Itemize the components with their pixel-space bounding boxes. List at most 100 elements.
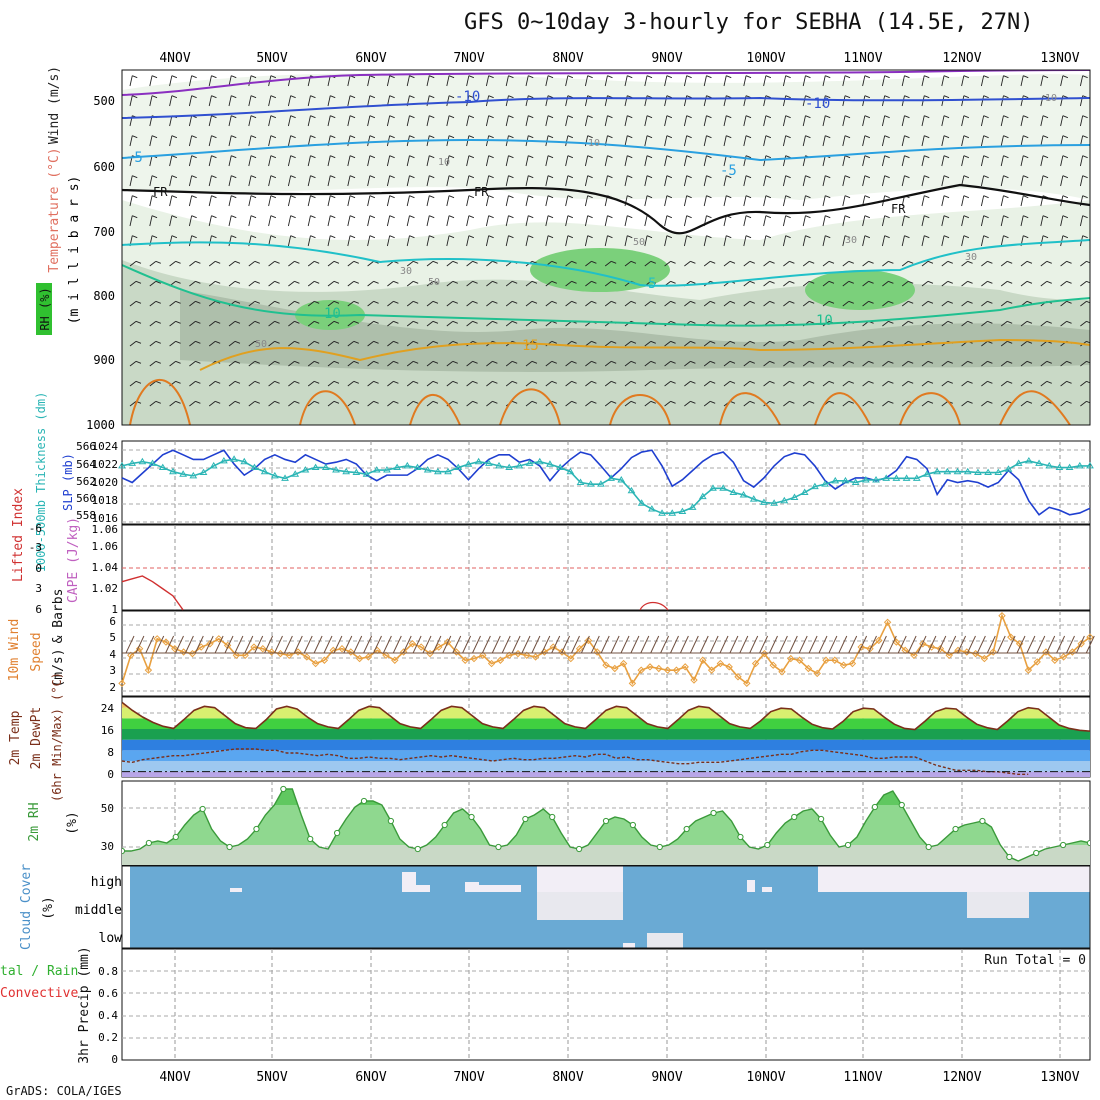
rh-point (387, 817, 394, 825)
upper-barb (248, 175, 252, 187)
upper-barb-flag (191, 235, 197, 239)
cloud-gap (967, 892, 1029, 918)
dewpoint-line (122, 748, 1029, 776)
upper-barb (783, 300, 790, 307)
upper-barb-flag (231, 135, 237, 139)
ylabel-temp: Temperature (°C) (47, 147, 62, 272)
li-tick: 3 (35, 582, 42, 595)
upper-barb (723, 300, 731, 307)
upper-barb (842, 215, 846, 227)
upper-barb (921, 360, 929, 367)
upper-barb-flag (825, 95, 831, 99)
upper-barb (980, 215, 985, 227)
wind-tick: 3 (109, 664, 116, 677)
rh-axis: 50 30 2m RH (%) (27, 802, 114, 853)
data-point (567, 654, 575, 663)
temp-panel (122, 701, 1090, 777)
upper-barb (228, 135, 232, 147)
upper-barb-flag (488, 75, 494, 79)
upper-barb (842, 175, 846, 187)
upper-barb-flag (195, 280, 201, 284)
data-point (250, 463, 259, 471)
ylabel-precip: 3hr Precip (mm) (77, 946, 92, 1063)
cloud-axis: high middle low Cloud Cover (%) (19, 864, 122, 950)
upper-barb (981, 280, 988, 287)
data-point (484, 459, 493, 466)
cloud-tick: low (99, 931, 123, 946)
upper-barb (644, 135, 648, 147)
upper-barb-flag (270, 115, 277, 119)
upper-barb-flag (1062, 75, 1069, 79)
upper-barb (1000, 340, 1008, 347)
upper-barb-flag (310, 215, 316, 219)
upper-barb-flag (432, 280, 439, 284)
rh-point (1006, 853, 1013, 861)
upper-barb-flag (591, 300, 597, 304)
data-point (848, 659, 857, 668)
upper-barb-flag (666, 195, 673, 199)
upper-barb-flag (591, 280, 597, 284)
upper-barb-flag (670, 360, 676, 364)
upper-barb-flag (1026, 340, 1033, 344)
upper-barb-flag (1026, 360, 1033, 364)
wind-series-line (121, 613, 1091, 686)
upper-barb (347, 360, 355, 367)
upper-barb-flag (646, 115, 653, 119)
upper-barb-flag (927, 280, 934, 284)
upper-barb (723, 340, 731, 347)
upper-barb (307, 360, 315, 367)
upper-barb-flag (924, 235, 930, 239)
upper-barb-flag (611, 260, 617, 264)
data-point (607, 474, 615, 481)
upper-barb (604, 155, 608, 167)
upper-barb-flag (686, 175, 692, 179)
upper-barb-flag (274, 340, 280, 344)
upper-barb-flag (551, 400, 557, 404)
data-point (215, 635, 223, 643)
upper-barb-flag (749, 320, 755, 324)
upper-barb-flag (967, 280, 973, 284)
data-point (408, 640, 417, 648)
upper-barb-flag (1026, 260, 1033, 264)
upper-barb-flag (409, 95, 415, 99)
upper-barb (268, 360, 275, 367)
upper-barb (802, 195, 806, 207)
cloud-gap (537, 866, 623, 892)
upper-barb-flag (492, 280, 498, 284)
isotherm-minus5 (122, 138, 1090, 162)
upper-barb-flag (488, 195, 494, 199)
upper-barb (307, 95, 311, 107)
upper-barb (862, 235, 866, 247)
upper-barb-flag (710, 400, 716, 404)
upper-barb-flag (825, 75, 831, 79)
upper-barb (287, 175, 292, 187)
upper-barb (723, 195, 727, 207)
upper-barb-flag (765, 175, 772, 179)
upper-barb-flag (630, 300, 637, 304)
upper-barb-flag (924, 215, 930, 219)
upper-barb (228, 95, 232, 107)
upper-barb (664, 300, 671, 307)
upper-barb (228, 75, 232, 87)
upper-barb (624, 115, 628, 127)
wind-barb (343, 635, 353, 654)
upper-barb-flag (809, 280, 815, 284)
upper-barb-flag (888, 360, 894, 364)
wind-barb (175, 635, 184, 654)
upper-barb (1060, 215, 1064, 227)
upper-barb (664, 360, 671, 367)
wind-barb (571, 635, 580, 654)
upper-barb-flag (765, 115, 772, 119)
upper-barb (981, 300, 988, 307)
upper-barb (1060, 155, 1064, 167)
upper-barb-flag (132, 175, 138, 179)
upper-barb (189, 360, 196, 367)
ylabel-cape: CAPE (J/kg) (66, 517, 81, 603)
upper-barb (882, 380, 889, 387)
upper-barb-flag (1046, 320, 1052, 324)
upper-barb-flag (745, 215, 752, 219)
contour-label: FR (891, 202, 906, 216)
upper-barb (406, 300, 414, 307)
upper-barb-flag (765, 135, 772, 139)
upper-barb (129, 175, 133, 187)
